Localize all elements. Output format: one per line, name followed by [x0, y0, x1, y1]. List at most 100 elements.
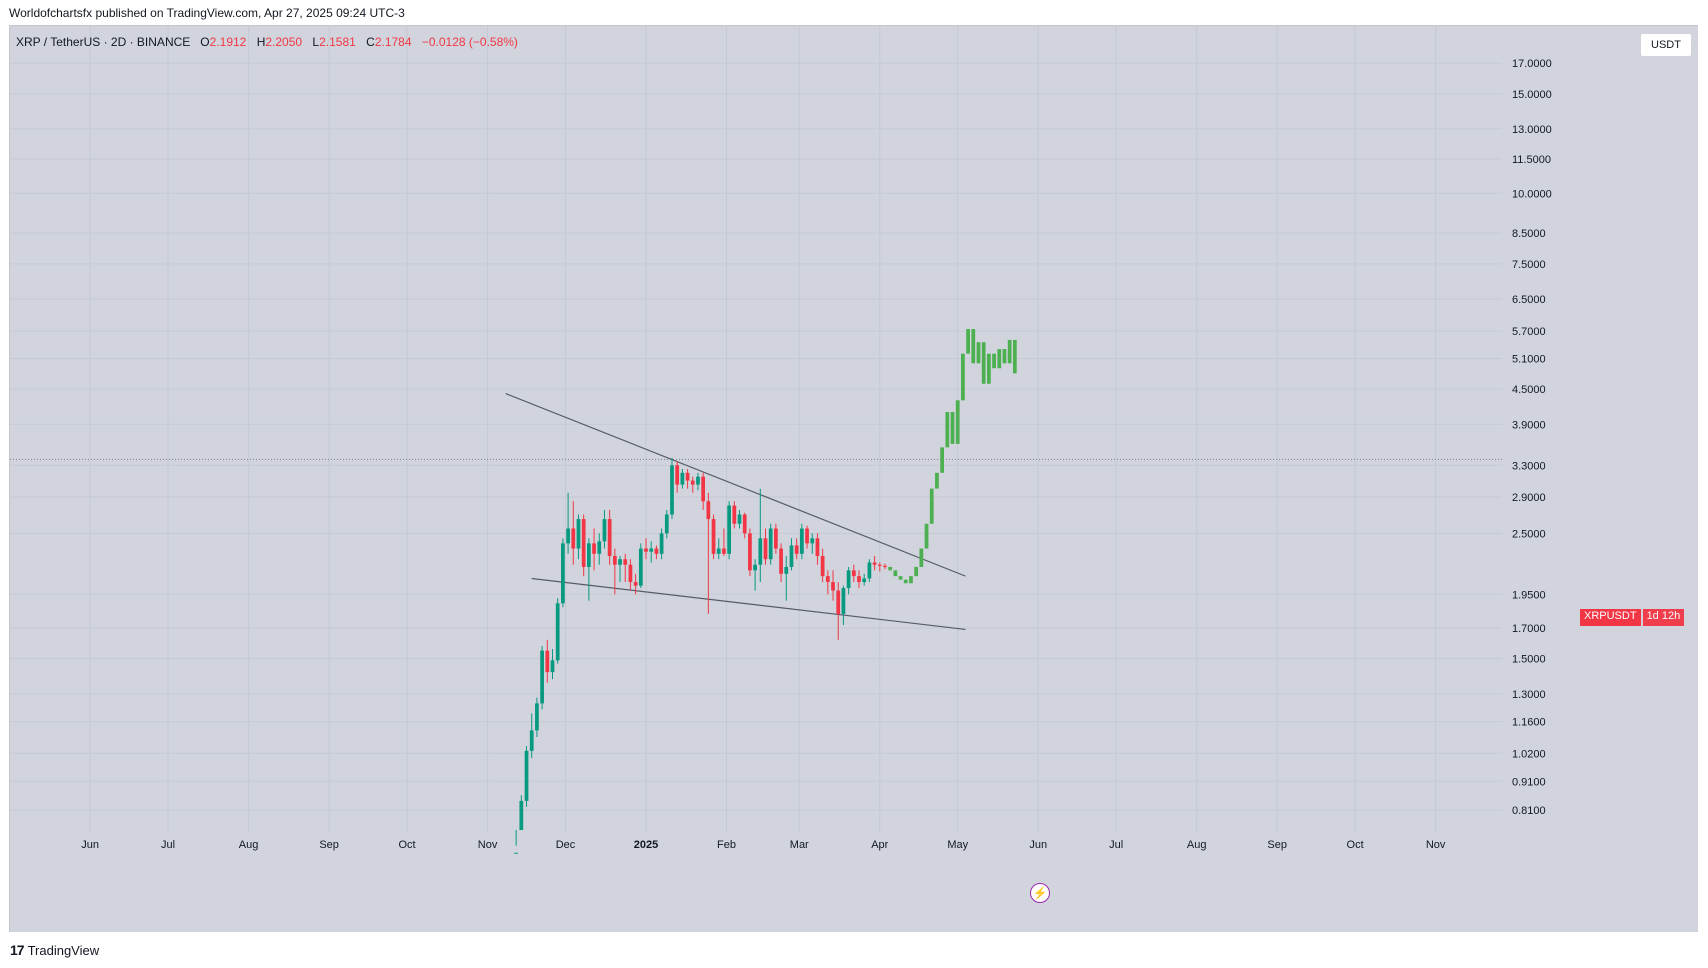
legend-open-label: O: [200, 35, 210, 49]
time-tick-label: Oct: [1347, 839, 1364, 851]
projection-bar: [888, 566, 893, 571]
candle-body: [529, 730, 534, 751]
publish-caption: Worldofchartsfx published on TradingView…: [9, 6, 405, 20]
candle: [597, 533, 602, 565]
candle-body: [831, 582, 835, 591]
candle: [774, 523, 778, 554]
projection-bar: [909, 576, 913, 584]
price-tick-label: 10.0000: [1512, 188, 1552, 200]
candle: [602, 509, 607, 549]
candle-body: [586, 543, 591, 567]
candle: [711, 514, 716, 560]
projection-bar: [898, 576, 903, 580]
chart-background: [10, 26, 1698, 932]
candle: [851, 564, 856, 583]
candle-body: [862, 578, 867, 583]
candle-body: [810, 538, 815, 544]
candle-body: [867, 562, 872, 579]
candle-body: [857, 576, 861, 583]
grid-layer: [10, 26, 1502, 832]
candle: [571, 501, 576, 565]
price-tick-label: 13.0000: [1512, 124, 1552, 136]
price-axis[interactable]: 0.8100 0.9100 1.0200 1.1600 1.3000 1.5000 1.70…: [1512, 58, 1552, 817]
candle: [628, 559, 633, 591]
projection-bar: [1012, 339, 1017, 374]
candle-body: [607, 519, 612, 556]
candle: [519, 795, 524, 830]
candle: [748, 528, 752, 577]
last-price-tag: XRPUSDT 1d 12h: [1580, 609, 1685, 626]
candle-body: [545, 650, 550, 673]
candle-body: [753, 564, 757, 571]
legend-change: −0.0128 (−0.58%): [421, 35, 518, 49]
candle-body: [716, 548, 721, 554]
candle: [732, 501, 737, 529]
time-axis[interactable]: Jun Jul Aug Sep Oct Nov Dec 2025 Feb Mar Apr May Jun…: [81, 839, 1446, 851]
projection-bar: [966, 329, 970, 354]
time-tick-label: Aug: [1187, 839, 1207, 851]
candle-body: [602, 519, 607, 542]
candle-body: [701, 476, 706, 502]
tradingview-brand[interactable]: 17 TradingView: [10, 942, 99, 958]
candle-body: [779, 548, 783, 574]
candle-body: [727, 505, 731, 554]
candle: [872, 555, 877, 571]
candle-body: [768, 528, 773, 560]
currency-unit-button[interactable]: USDT: [1640, 33, 1692, 57]
candle-body: [561, 543, 565, 604]
price-chart[interactable]: 0.8100 0.9100 1.0200 1.1600 1.3000 1.5000 1.70…: [10, 26, 1698, 932]
candle: [789, 538, 794, 571]
candle-body: [566, 528, 570, 544]
candle-body: [633, 582, 638, 586]
price-tick-label: 11.5000: [1512, 154, 1551, 166]
candle-body: [690, 480, 695, 485]
candle-body: [748, 533, 752, 571]
price-tick-label: 7.5000: [1512, 259, 1546, 271]
candle: [592, 528, 596, 571]
candle-body: [524, 750, 529, 801]
lightning-icon[interactable]: ⚡: [1030, 883, 1050, 903]
candle-body: [618, 559, 622, 565]
candle: [883, 563, 887, 570]
candle: [535, 697, 539, 737]
candle-body: [706, 501, 711, 520]
candle: [670, 457, 674, 520]
candle: [706, 492, 711, 614]
time-tick-label: Apr: [871, 839, 888, 851]
candle-body: [540, 650, 544, 704]
candle: [779, 543, 783, 583]
candle-body: [535, 703, 539, 731]
projection-bar: [981, 342, 986, 384]
candle-body: [696, 476, 700, 485]
candle-body: [805, 528, 809, 544]
projection-bar: [997, 349, 1002, 369]
candle-body: [649, 548, 654, 552]
candle: [696, 472, 700, 491]
candle-body: [872, 562, 877, 565]
candle: [644, 538, 648, 560]
legend-high: 2.2050: [265, 35, 303, 49]
candle-body: [576, 519, 581, 549]
time-tick-label: Dec: [556, 839, 576, 851]
price-tick-label: 1.3000: [1512, 689, 1546, 701]
projection-bar: [961, 353, 965, 401]
projection-bar: [992, 353, 996, 369]
candle-body: [550, 660, 555, 673]
projection-layer: [888, 329, 1017, 584]
time-tick-label: Jun: [81, 839, 99, 851]
candle: [576, 514, 581, 560]
legend-high-label: H: [256, 35, 266, 49]
time-tick-label: Jun: [1029, 839, 1047, 851]
candle-body: [836, 590, 841, 614]
candle-body: [825, 576, 830, 583]
price-tick-label: 2.9000: [1512, 492, 1546, 504]
candle-body: [514, 852, 519, 854]
time-tick-label: Feb: [717, 839, 736, 851]
candle: [638, 543, 643, 589]
price-tick-label: 15.0000: [1512, 89, 1552, 101]
trendline-upper: [505, 393, 966, 577]
candle-body: [794, 545, 799, 554]
candle: [862, 573, 867, 586]
time-tick-label: Oct: [398, 839, 415, 851]
brand-name: TradingView: [27, 942, 100, 958]
